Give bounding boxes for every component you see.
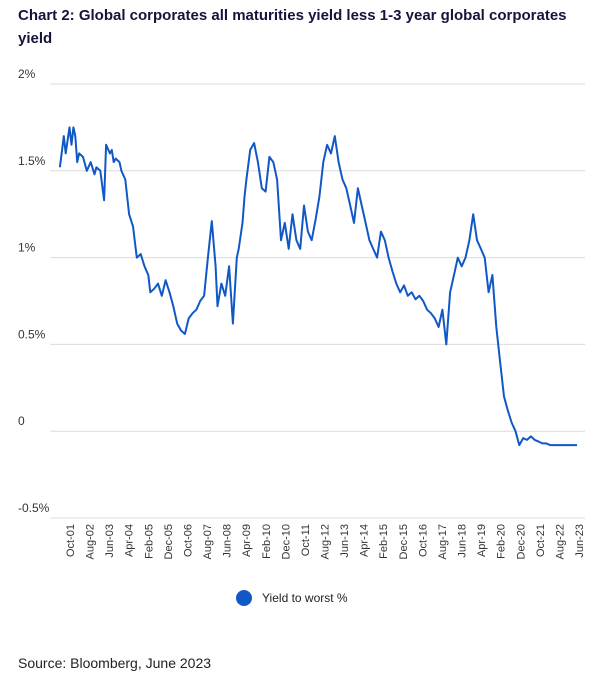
x-tick-label: Oct-11 bbox=[300, 524, 312, 556]
series-line-yield-to-worst bbox=[58, 126, 577, 447]
y-tick-label: 2% bbox=[18, 67, 36, 81]
x-tick-label: Apr-04 bbox=[124, 524, 136, 557]
x-tick-label: Apr-19 bbox=[476, 524, 488, 557]
y-tick-label: 1.5% bbox=[18, 154, 46, 168]
y-axis-ticks: 2% 1.5% 1% 0.5% 0 -0.5% bbox=[18, 67, 50, 515]
plot-area bbox=[58, 126, 577, 447]
source-note: Source: Bloomberg, June 2023 bbox=[18, 655, 212, 671]
y-tick-label: 0.5% bbox=[18, 327, 46, 341]
x-tick-label: Feb-15 bbox=[378, 524, 390, 559]
x-tick-label: Oct-21 bbox=[535, 524, 547, 557]
legend-label: Yield to worst % bbox=[262, 591, 348, 605]
y-tick-label: 1% bbox=[18, 241, 36, 255]
gridlines bbox=[50, 83, 585, 519]
x-tick-label: Dec-20 bbox=[515, 524, 527, 559]
x-tick-label: Dec-15 bbox=[398, 524, 410, 559]
chart-title: Chart 2: Global corporates all maturitie… bbox=[18, 7, 567, 47]
x-tick-label: Jun-08 bbox=[222, 524, 234, 558]
x-tick-label: Apr-09 bbox=[241, 524, 253, 557]
x-tick-label: Aug-12 bbox=[320, 524, 332, 559]
x-tick-label: Feb-20 bbox=[496, 524, 508, 559]
x-axis-ticks: Oct-01 Aug-02 Jun-03 Apr-04 Feb-05 Dec-05 Oct-… bbox=[65, 524, 586, 559]
x-tick-label: Jun-18 bbox=[457, 524, 469, 558]
legend-marker bbox=[236, 590, 252, 606]
x-tick-label: Jun-13 bbox=[339, 524, 351, 558]
x-tick-label: Apr-14 bbox=[359, 524, 371, 557]
x-tick-label: Aug-17 bbox=[437, 524, 449, 559]
x-tick-label: Feb-05 bbox=[143, 524, 155, 559]
x-tick-label: Oct-01 bbox=[65, 524, 77, 557]
x-tick-label: Dec-05 bbox=[163, 524, 175, 559]
x-tick-label: Oct-06 bbox=[182, 524, 194, 557]
x-tick-label: Jun-23 bbox=[574, 524, 586, 558]
y-tick-label: -0.5% bbox=[18, 501, 50, 515]
x-tick-label: Feb-10 bbox=[261, 524, 273, 559]
x-tick-label: Aug-07 bbox=[202, 524, 214, 559]
x-tick-label: Aug-02 bbox=[85, 524, 97, 559]
x-tick-label: Aug-22 bbox=[554, 524, 566, 559]
x-tick-label: Dec-10 bbox=[280, 524, 292, 559]
legend: Yield to worst % bbox=[236, 590, 348, 606]
y-tick-label: 0 bbox=[18, 414, 25, 428]
x-tick-label: Oct-16 bbox=[417, 524, 429, 557]
x-tick-label: Jun-03 bbox=[104, 524, 116, 558]
